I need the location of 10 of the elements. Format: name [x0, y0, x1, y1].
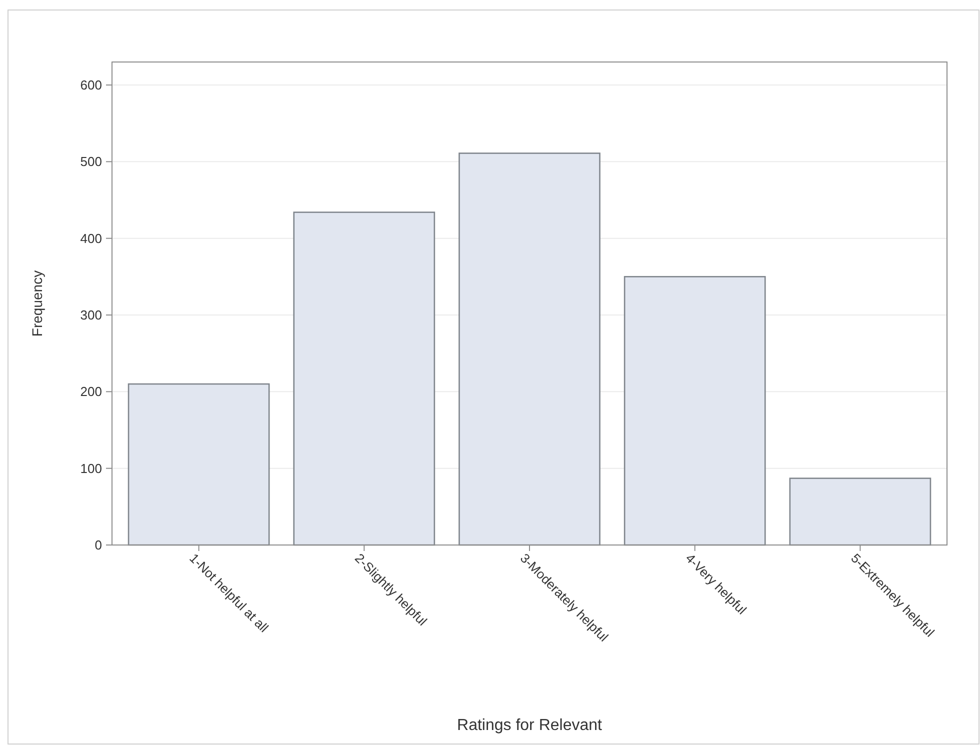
x-axis-title: Ratings for Relevant — [457, 717, 603, 734]
y-tick-label: 500 — [80, 154, 102, 170]
y-tick-label: 300 — [80, 308, 102, 323]
y-tick-label: 200 — [80, 384, 102, 400]
y-tick-label: 400 — [80, 230, 102, 246]
y-tick-label: 100 — [80, 460, 102, 476]
y-tick-label: 600 — [80, 78, 102, 93]
y-axis-title: Frequency — [29, 270, 45, 337]
y-tick-label: 0 — [94, 538, 102, 553]
bar — [789, 478, 932, 546]
